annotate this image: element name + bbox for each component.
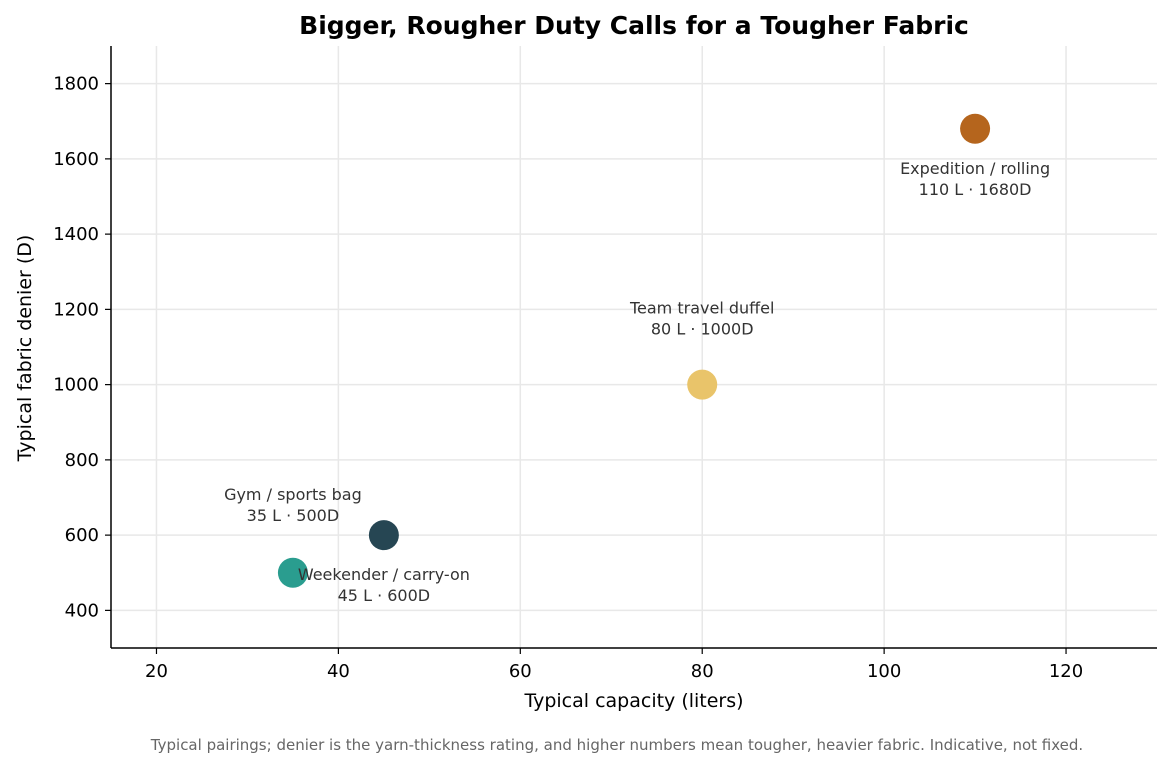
point-annotations: Gym / sports bag 35 L · 500D Weekender / c… — [224, 159, 1050, 605]
point-annotation-line: 80 L · 1000D — [651, 320, 754, 339]
point-annotation-line: Team travel duffel — [629, 299, 774, 318]
y-tick-label: 1600 — [53, 149, 99, 170]
x-tick-label: 80 — [691, 661, 714, 682]
y-tick-label: 1400 — [53, 224, 99, 245]
data-point — [960, 113, 991, 144]
y-axis-label: Typical fabric denier (D) — [14, 235, 36, 463]
y-tick-label: 800 — [65, 450, 99, 471]
point-annotation-line: 45 L · 600D — [338, 586, 430, 605]
data-points — [277, 113, 991, 588]
data-point — [687, 369, 718, 400]
x-tick-label: 20 — [145, 661, 168, 682]
axes — [110, 46, 1157, 649]
x-tick-label: 100 — [867, 661, 901, 682]
data-point — [277, 557, 308, 588]
y-tick-label: 1000 — [53, 375, 99, 396]
point-annotation: Gym / sports bag 35 L · 500D — [224, 485, 362, 525]
point-annotation-line: 35 L · 500D — [247, 506, 339, 525]
point-annotation: Weekender / carry-on 45 L · 600D — [298, 565, 470, 605]
y-tick-label: 1200 — [53, 299, 99, 320]
y-tick-label: 600 — [65, 525, 99, 546]
point-annotation: Expedition / rolling 110 L · 1680D — [900, 159, 1050, 199]
data-point — [368, 520, 399, 551]
footnote: Typical pairings; denier is the yarn-thi… — [150, 736, 1083, 754]
x-axis-label: Typical capacity (liters) — [523, 690, 743, 712]
y-tick-label: 1800 — [53, 74, 99, 95]
point-annotation-line: 110 L · 1680D — [919, 180, 1032, 199]
point-annotation-line: Weekender / carry-on — [298, 565, 470, 584]
y-tick-label: 400 — [65, 600, 99, 621]
x-tick-label: 40 — [327, 661, 350, 682]
point-annotation-line: Gym / sports bag — [224, 485, 362, 504]
chart-title: Bigger, Rougher Duty Calls for a Tougher… — [299, 11, 969, 40]
x-ticks: 20 40 60 80 100 120 — [145, 648, 1083, 682]
x-tick-label: 60 — [509, 661, 532, 682]
grid-lines — [111, 46, 1157, 648]
x-tick-label: 120 — [1049, 661, 1083, 682]
point-annotation: Team travel duffel 80 L · 1000D — [629, 299, 774, 339]
point-annotation-line: Expedition / rolling — [900, 159, 1050, 178]
y-ticks: 400 600 800 1000 1200 1400 1600 1800 — [53, 74, 111, 621]
